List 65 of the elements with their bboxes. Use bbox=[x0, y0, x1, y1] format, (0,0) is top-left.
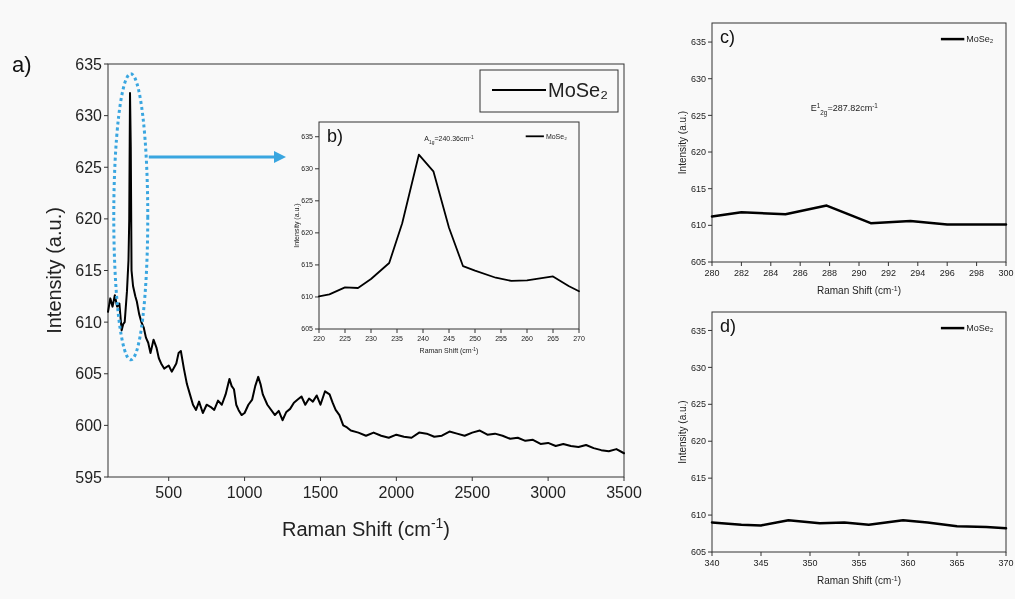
x-tick-label: 345 bbox=[753, 558, 769, 568]
y-tick-label: 605 bbox=[690, 547, 706, 558]
annotation: b) bbox=[327, 126, 344, 146]
y-tick-label: 635 bbox=[75, 55, 103, 73]
y-tick-label: 635 bbox=[690, 37, 706, 48]
x-tick-label: 370 bbox=[998, 558, 1014, 568]
y-tick-label: 620 bbox=[690, 147, 706, 158]
x-tick-label: 288 bbox=[822, 268, 838, 278]
y-tick-label: 630 bbox=[690, 73, 706, 84]
x-tick-label: 2000 bbox=[378, 484, 415, 501]
x-tick-label: 300 bbox=[998, 268, 1014, 278]
x-tick-label: 3500 bbox=[606, 484, 642, 501]
legend-label: MoSe₂ bbox=[966, 34, 994, 45]
x-tick-label: 2500 bbox=[454, 484, 491, 501]
text: a) bbox=[12, 52, 32, 77]
x-tick-label: 1500 bbox=[302, 484, 339, 501]
x-tick-label: 350 bbox=[802, 558, 818, 568]
y-axis-title: Intensity (a.u.) bbox=[677, 400, 689, 464]
x-tick-label: 290 bbox=[851, 268, 867, 278]
y-tick-label: 625 bbox=[690, 399, 706, 410]
y-tick-label: 630 bbox=[690, 362, 706, 373]
x-tick-label: 294 bbox=[910, 268, 926, 278]
x-tick-label: 298 bbox=[969, 268, 985, 278]
x-tick-label: 296 bbox=[939, 268, 955, 278]
y-tick-label: 595 bbox=[75, 468, 103, 486]
y-tick-label: 625 bbox=[690, 110, 706, 121]
y-tick-label: 600 bbox=[75, 416, 103, 434]
x-tick-label: 355 bbox=[851, 558, 867, 568]
x-tick-label: 3000 bbox=[530, 484, 567, 501]
x-tick-label: 360 bbox=[900, 558, 916, 568]
y-tick-label: 605 bbox=[75, 365, 103, 383]
x-tick-label: 282 bbox=[733, 268, 749, 278]
annotation: E$^{1}$$_{2g}$=287.82cm$^{-1}$ bbox=[810, 101, 879, 117]
x-axis-title: Raman Shift (cm$^{-1}$) bbox=[816, 574, 902, 586]
x-tick-label: 340 bbox=[704, 558, 720, 568]
x-tick-label: 284 bbox=[763, 268, 779, 278]
x-tick-label: 286 bbox=[792, 268, 808, 278]
x-tick-label: 365 bbox=[949, 558, 965, 568]
x-tick-label: 292 bbox=[880, 268, 896, 278]
y-axis-title: Intensity (a.u.) bbox=[42, 207, 65, 334]
line-series bbox=[318, 153, 580, 298]
y-tick-label: 610 bbox=[690, 220, 706, 231]
y-tick-label: 620 bbox=[75, 210, 103, 228]
line-series bbox=[710, 204, 1008, 226]
y-tick-label: 615 bbox=[690, 473, 706, 484]
y-tick-label: 610 bbox=[75, 313, 103, 331]
y-tick-label: 635 bbox=[690, 325, 706, 336]
x-tick-label: 280 bbox=[704, 268, 720, 278]
x-tick-label: 1000 bbox=[226, 484, 263, 501]
y-tick-label: 605 bbox=[690, 257, 706, 268]
y-tick-label: 630 bbox=[75, 107, 103, 125]
y-tick-label: 620 bbox=[690, 436, 706, 447]
x-tick-label: 500 bbox=[155, 484, 183, 501]
y-tick-label: 615 bbox=[690, 183, 706, 194]
annotation: d) bbox=[720, 316, 737, 336]
legend-label: MoSe₂ bbox=[548, 79, 609, 101]
annotation: c) bbox=[720, 27, 735, 47]
y-tick-label: 615 bbox=[75, 262, 103, 280]
x-axis-title: Raman Shift (cm$^{-1}$) bbox=[816, 284, 902, 296]
y-axis-title: Intensity (a.u.) bbox=[677, 110, 689, 175]
line-series bbox=[710, 519, 1008, 530]
y-tick-label: 625 bbox=[75, 158, 103, 176]
legend-label: MoSe₂ bbox=[966, 323, 994, 334]
x-axis-title: Raman Shift (cm$^{-1}$) bbox=[281, 514, 451, 540]
y-tick-label: 610 bbox=[690, 510, 706, 521]
